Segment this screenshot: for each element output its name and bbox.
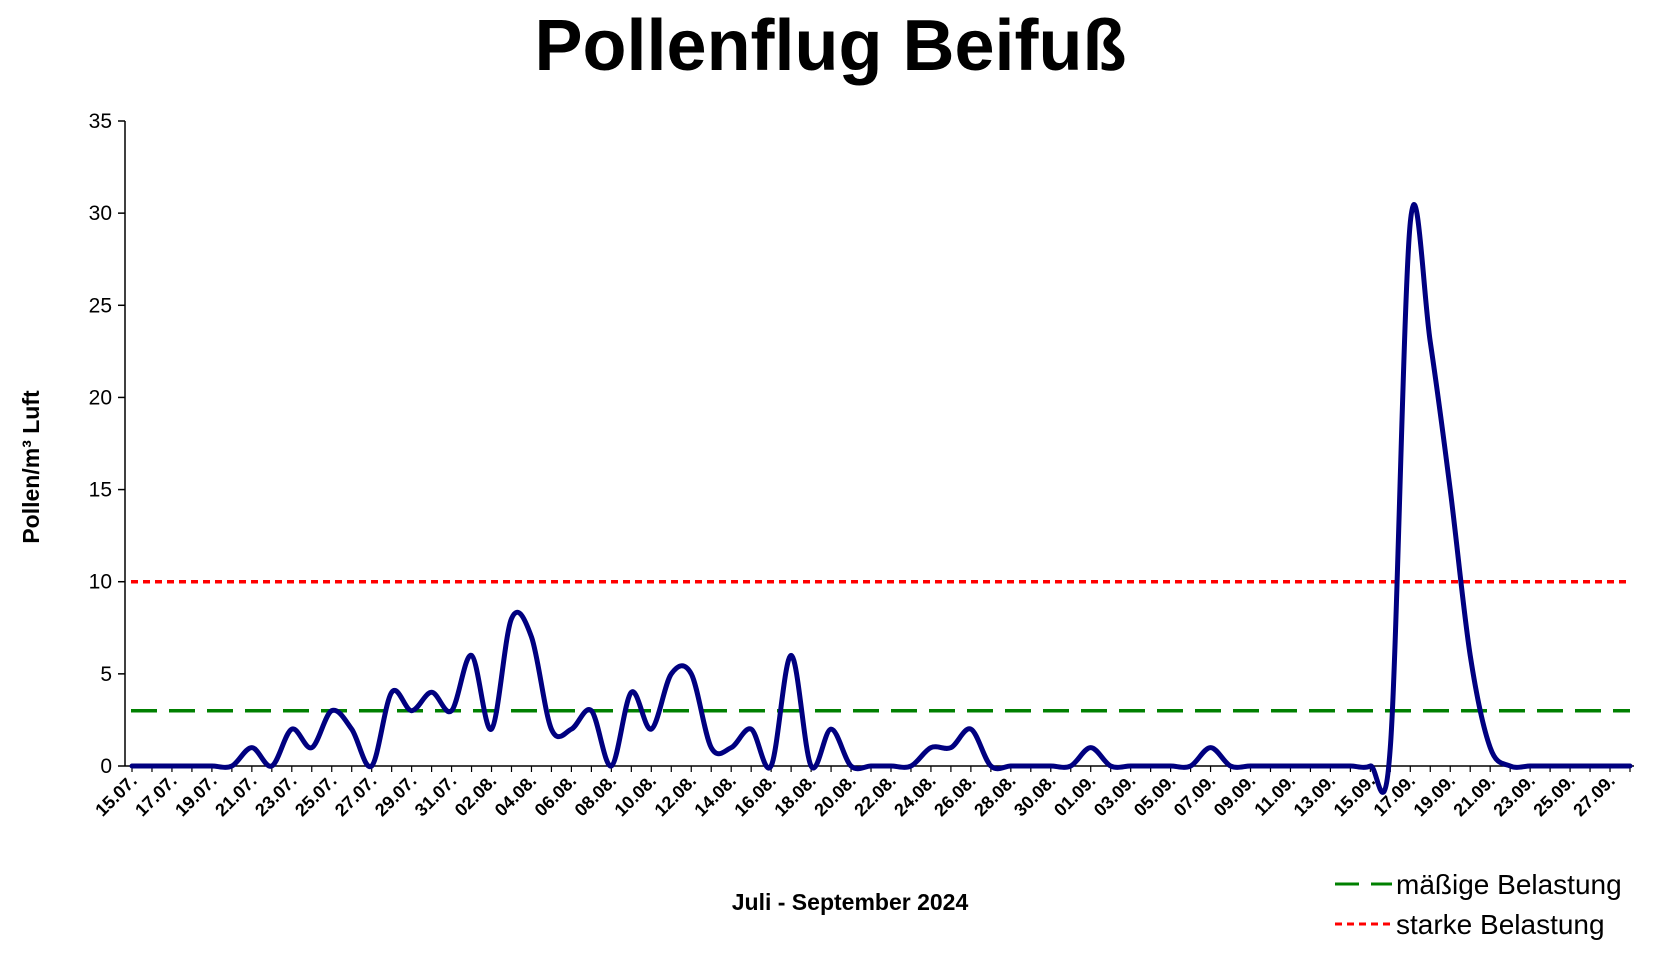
- x-tick-label: 11.09.: [1250, 771, 1299, 820]
- x-tick-label: 19.07.: [171, 771, 221, 821]
- x-tick-label: 25.07.: [291, 771, 341, 821]
- x-tick-label: 03.09.: [1090, 771, 1140, 821]
- x-tick-label: 20.08.: [810, 771, 860, 821]
- x-tick-label: 10.08.: [611, 771, 661, 821]
- x-tick-label: 14.08.: [690, 771, 740, 821]
- x-tick-label: 15.09.: [1330, 771, 1380, 821]
- x-tick-label: 15.07.: [91, 771, 141, 821]
- x-tick-label: 12.08.: [651, 771, 701, 821]
- series-line: [129, 202, 1633, 795]
- x-tick-label: 25.09.: [1529, 771, 1579, 821]
- x-tick-label: 29.07.: [371, 771, 421, 821]
- x-tick-label: 17.07.: [131, 771, 181, 821]
- y-tick-label: 0: [100, 755, 112, 778]
- x-axis-label: Juli - September 2024: [732, 889, 969, 915]
- x-tick-label: 05.09.: [1130, 771, 1180, 821]
- x-tick-label: 18.08.: [770, 771, 820, 821]
- x-tick-label: 21.09.: [1449, 771, 1499, 821]
- x-tick-label: 26.08.: [930, 771, 980, 821]
- x-tick-label: 22.08.: [850, 771, 900, 821]
- legend: mäßige Belastung starke Belastung: [1335, 869, 1622, 940]
- x-tick-label: 01.09.: [1050, 771, 1100, 821]
- x-tick-label: 28.08.: [970, 771, 1020, 821]
- x-tick-label: 09.09.: [1210, 771, 1260, 821]
- x-tick-label: 21.07.: [211, 771, 261, 821]
- y-tick-label: 35: [89, 110, 112, 133]
- x-tick-label: 13.09.: [1290, 771, 1340, 821]
- x-tick-label: 06.08.: [531, 771, 581, 821]
- series-group: [129, 202, 1633, 795]
- chart-title: Pollenflug Beifuß: [534, 6, 1127, 86]
- y-tick-label: 30: [89, 202, 112, 225]
- y-tick-label: 15: [89, 479, 112, 502]
- x-axis: 15.07.17.07.19.07.21.07.23.07.25.07.27.0…: [91, 765, 1634, 821]
- x-tick-label: 27.09.: [1569, 771, 1619, 821]
- x-tick-label: 16.08.: [730, 771, 780, 821]
- y-axis-label: Pollen/m³ Luft: [18, 390, 44, 544]
- x-tick-label: 24.08.: [890, 771, 940, 821]
- y-tick-label: 10: [89, 571, 112, 594]
- legend-label-strong: starke Belastung: [1396, 909, 1605, 940]
- x-tick-label: 30.08.: [1010, 771, 1060, 821]
- y-tick-label: 25: [89, 294, 112, 317]
- x-tick-label: 31.07.: [411, 771, 461, 821]
- x-tick-label: 23.07.: [251, 771, 301, 821]
- y-tick-label: 20: [89, 386, 112, 409]
- x-tick-label: 02.08.: [451, 771, 501, 821]
- threshold-lines: [131, 579, 1630, 713]
- legend-label-moderate: mäßige Belastung: [1396, 869, 1622, 900]
- x-tick-label: 04.08.: [491, 771, 541, 821]
- x-tick-label: 08.08.: [571, 771, 621, 821]
- y-axis: 0 5 10 15 20 25 30 35: [89, 110, 126, 778]
- x-tick-label: 07.09.: [1170, 771, 1220, 821]
- x-tick-label: 23.09.: [1489, 771, 1539, 821]
- x-tick-label: 19.09.: [1410, 771, 1460, 821]
- y-tick-label: 5: [100, 663, 112, 686]
- x-tick-label: 27.07.: [331, 771, 381, 821]
